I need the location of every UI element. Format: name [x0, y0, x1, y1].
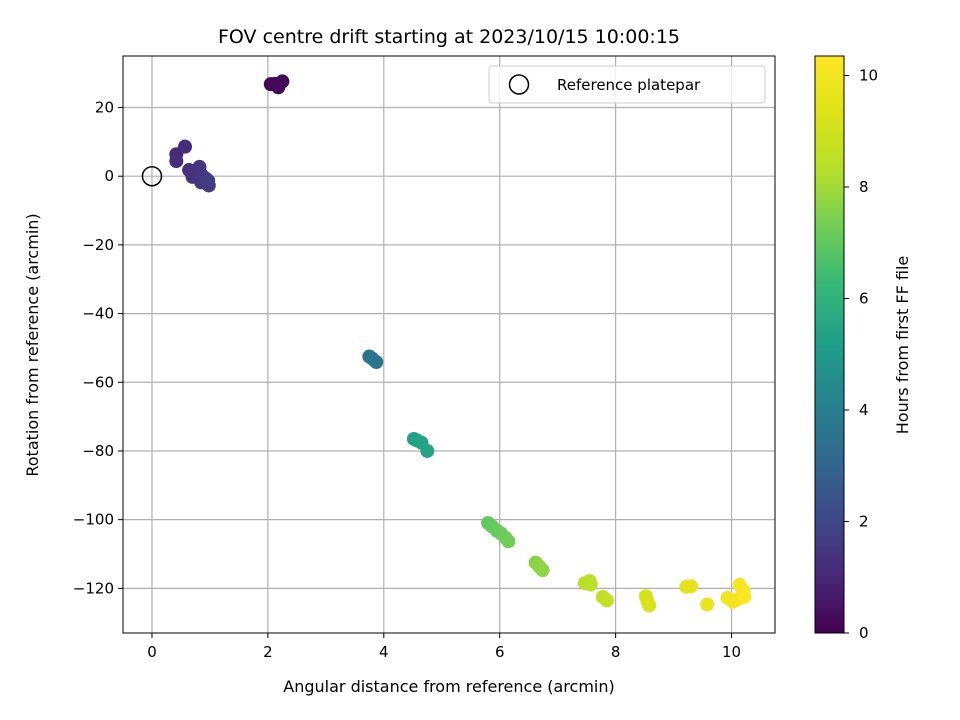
colorbar: 0 2 4 6 8 10 Hours from first FF file — [814, 55, 912, 642]
colorbar-tick-label: 4 — [859, 401, 869, 419]
scatter-point — [737, 589, 752, 604]
x-tick-label: 6 — [495, 643, 505, 661]
x-axis-label: Angular distance from reference (arcmin) — [283, 677, 614, 696]
colorbar-tick-label: 0 — [859, 624, 869, 642]
scatter-point — [642, 598, 657, 613]
legend: Reference platepar — [488, 65, 766, 104]
y-tick-label: −20 — [82, 236, 114, 254]
x-tick-label: 10 — [722, 643, 741, 661]
scatter-point — [420, 443, 435, 458]
scatter-point — [267, 76, 282, 91]
y-tick-label: −120 — [73, 579, 114, 597]
colorbar-tick-label: 8 — [859, 178, 869, 196]
y-axis-label: Rotation from reference (arcmin) — [23, 213, 42, 476]
scatter-point — [169, 154, 184, 169]
colorbar-tick-label: 2 — [859, 513, 869, 531]
x-axis-ticks: 0 2 4 6 8 10 — [147, 633, 741, 661]
colorbar-ticks: 0 2 4 6 8 10 — [844, 67, 878, 642]
legend-open-circle-icon — [508, 74, 530, 95]
x-tick-label: 4 — [379, 643, 389, 661]
x-tick-label: 2 — [263, 643, 273, 661]
y-tick-label: −100 — [73, 511, 114, 529]
y-tick-label: 0 — [104, 167, 114, 185]
y-axis-ticks: 20 0 −20 −40 −60 −80 −100 −120 — [73, 99, 123, 597]
y-tick-label: −80 — [82, 442, 114, 460]
scatter-point — [535, 563, 550, 578]
scatter-point — [201, 178, 216, 193]
x-tick-label: 0 — [147, 643, 157, 661]
y-tick-label: 20 — [95, 99, 114, 117]
scatter-point — [369, 355, 384, 370]
colorbar-label: Hours from first FF file — [893, 256, 912, 435]
grid-lines — [123, 56, 775, 633]
scatter-point — [583, 577, 598, 592]
legend-label: Reference platepar — [557, 76, 701, 94]
scatter-point — [599, 593, 614, 608]
legend-box — [488, 65, 766, 104]
reference-platepar-marker — [141, 165, 163, 187]
scatter-point — [178, 139, 193, 154]
scatter-point — [700, 597, 715, 612]
chart-title: FOV centre drift starting at 2023/10/15 … — [218, 26, 680, 48]
y-tick-label: −60 — [82, 373, 114, 391]
colorbar-tick-label: 10 — [859, 67, 878, 85]
colorbar-gradient — [814, 55, 845, 634]
plot-frame — [122, 55, 776, 634]
scatter-point — [683, 579, 698, 594]
scatter-point — [501, 534, 516, 549]
x-tick-label: 8 — [611, 643, 621, 661]
y-tick-label: −40 — [82, 305, 114, 323]
colorbar-tick-label: 6 — [859, 290, 869, 308]
data-points — [169, 74, 752, 613]
